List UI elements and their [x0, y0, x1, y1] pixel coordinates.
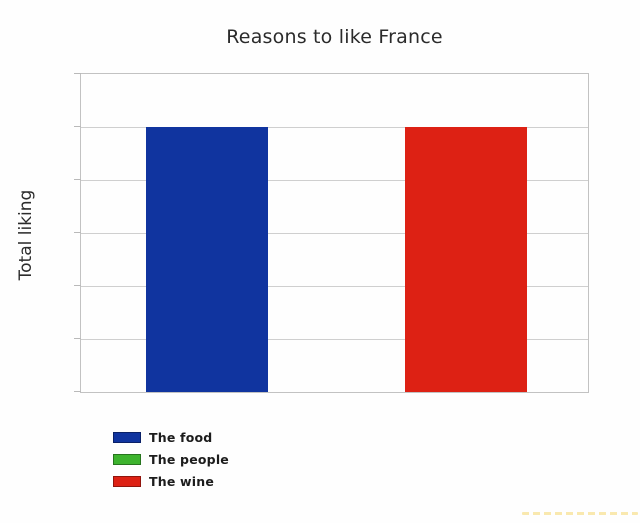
- y-axis-tick: [74, 178, 81, 180]
- legend-swatch: [113, 475, 141, 487]
- y-axis-tick: [74, 73, 81, 74]
- gridline: [81, 339, 588, 340]
- legend-row: The food: [113, 426, 229, 448]
- gridline: [81, 180, 588, 181]
- y-axis-label: Total liking: [16, 189, 36, 281]
- legend-row: The wine: [113, 470, 229, 492]
- legend-swatch: [113, 453, 141, 465]
- gridline: [81, 286, 588, 287]
- gridline: [81, 127, 588, 128]
- plot-area: [74, 73, 589, 393]
- chart-title: Reasons to like France: [226, 26, 443, 48]
- bar-the-food: [145, 127, 268, 392]
- legend-swatch: [113, 431, 141, 443]
- y-axis-tick: [74, 284, 81, 286]
- y-axis-tick: [74, 232, 81, 233]
- legend-label: The wine: [149, 473, 215, 489]
- legend-label: The people: [149, 451, 229, 467]
- legend: The food The people The wine: [113, 426, 229, 492]
- legend-label: The food: [149, 429, 213, 445]
- y-axis-tick: [74, 338, 81, 339]
- bar-the-wine: [404, 127, 527, 392]
- y-axis-tick: [74, 125, 81, 127]
- y-axis-tick: [74, 391, 81, 392]
- watermark-artifact: [522, 512, 638, 515]
- gridline: [81, 233, 588, 234]
- legend-row: The people: [113, 448, 229, 470]
